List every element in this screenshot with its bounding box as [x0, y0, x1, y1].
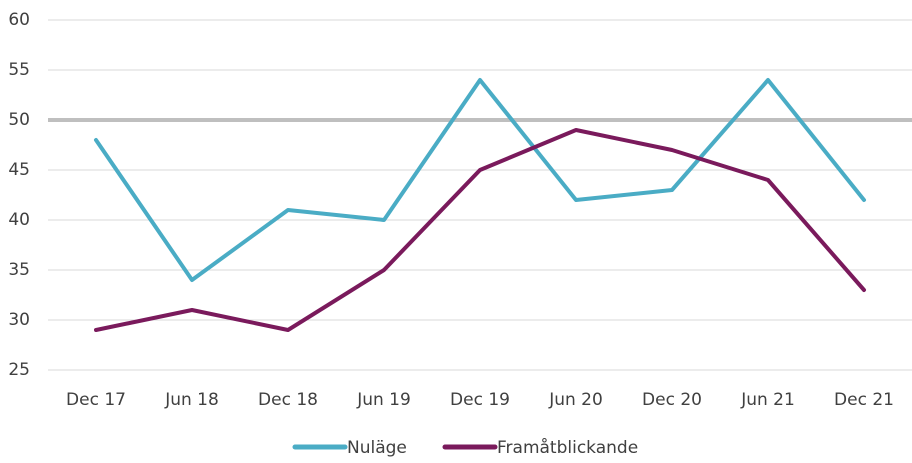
- y-tick-label: 35: [8, 260, 30, 280]
- x-tick-label: Jun 19: [356, 390, 411, 410]
- y-tick-label: 40: [8, 210, 30, 230]
- x-tick-label: Jun 20: [548, 390, 603, 410]
- x-tick-label: Dec 20: [642, 390, 702, 410]
- y-tick-label: 50: [8, 110, 30, 130]
- y-tick-label: 60: [8, 10, 30, 30]
- y-tick-label: 30: [8, 310, 30, 330]
- y-tick-label: 55: [8, 60, 30, 80]
- x-tick-label: Jun 18: [164, 390, 219, 410]
- y-tick-label: 45: [8, 160, 30, 180]
- x-tick-label: Jun 21: [740, 390, 795, 410]
- series-line: [94, 78, 866, 282]
- x-tick-label: Dec 21: [834, 390, 894, 410]
- legend-label: Nuläge: [347, 438, 407, 458]
- y-tick-label: 25: [8, 360, 30, 380]
- x-tick-label: Dec 18: [258, 390, 318, 410]
- series-line: [94, 128, 866, 332]
- x-tick-label: Dec 17: [66, 390, 126, 410]
- x-tick-label: Dec 19: [450, 390, 510, 410]
- legend-label: Framåtblickande: [497, 437, 638, 458]
